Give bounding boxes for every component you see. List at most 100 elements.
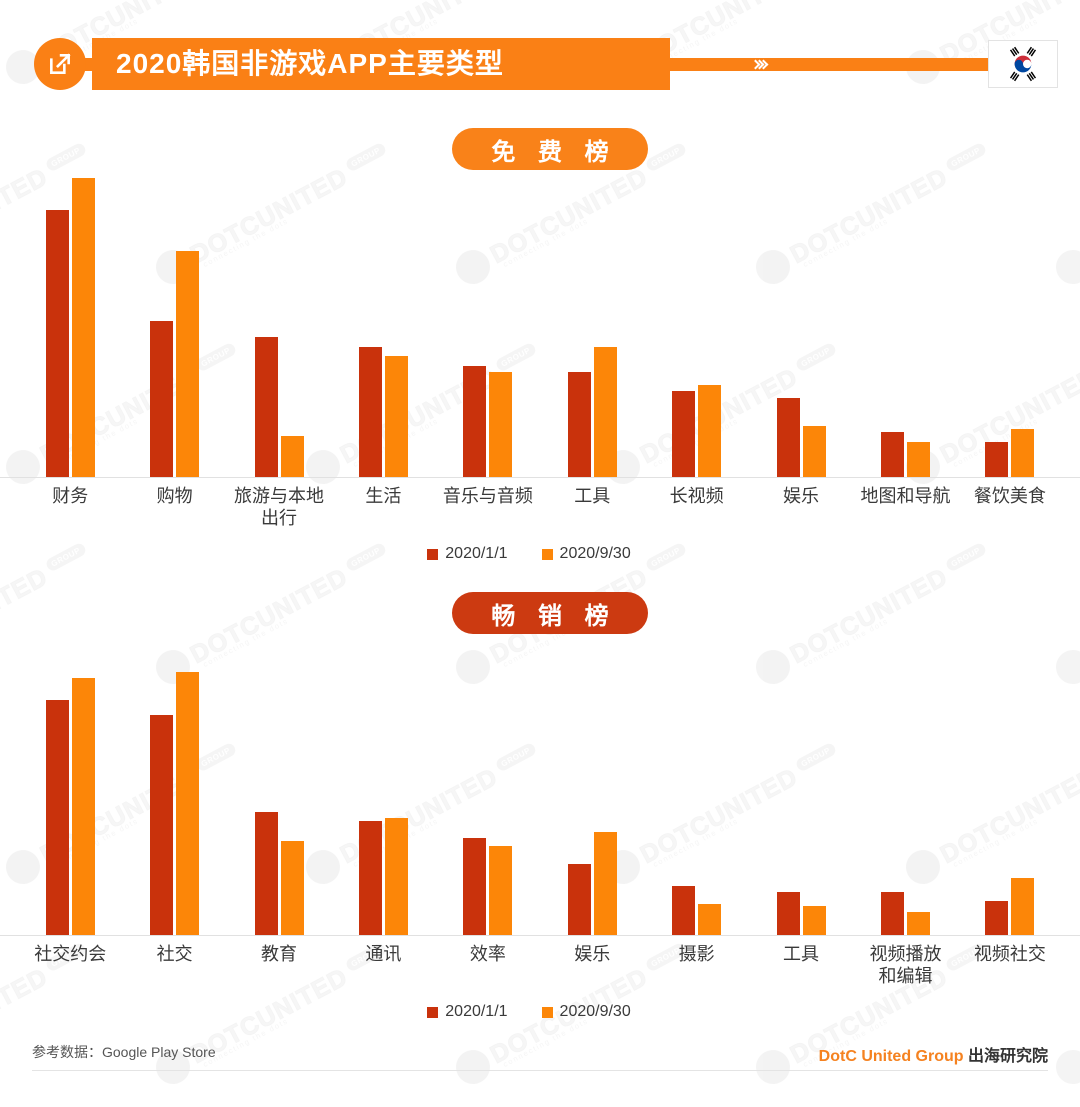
legend-label: 2020/1/1 bbox=[445, 545, 508, 562]
bar-group bbox=[436, 650, 540, 935]
bar bbox=[985, 900, 1009, 935]
bar bbox=[176, 251, 200, 477]
bar bbox=[593, 346, 617, 477]
bar bbox=[176, 671, 200, 935]
brand-credit: DotC United Group 出海研究院 bbox=[819, 1042, 1048, 1066]
x-axis-label: 财务 bbox=[52, 486, 89, 506]
bar bbox=[254, 812, 278, 935]
bar bbox=[776, 892, 800, 935]
bar-group bbox=[749, 650, 853, 935]
bar-group bbox=[122, 650, 226, 935]
x-axis-label: 视频社交 bbox=[973, 944, 1046, 964]
bar-group bbox=[331, 160, 435, 477]
legend-swatch bbox=[427, 1006, 439, 1018]
bar-group bbox=[644, 160, 748, 477]
bar bbox=[489, 846, 513, 935]
double-chevron-right-icon bbox=[750, 58, 769, 71]
legend-swatch bbox=[427, 548, 439, 560]
bar bbox=[254, 337, 278, 477]
x-axis-label: 摄影 bbox=[678, 944, 715, 964]
bar bbox=[45, 700, 69, 935]
x-axis-label: 效率 bbox=[469, 944, 506, 964]
bar bbox=[802, 426, 826, 477]
bar-group bbox=[227, 160, 331, 477]
legend-item: 2020/9/30 bbox=[541, 545, 631, 563]
page-footer: 参考数据：Google Play Store DotC United Group… bbox=[0, 1040, 1080, 1080]
section-badge-free: 免 费 榜 bbox=[452, 128, 648, 170]
page-header: 2020韩国非游戏APP主要类型 bbox=[0, 38, 1080, 100]
x-axis-labels: 社交约会 社交 教育 通讯 效率 娱乐 摄影 工具 视频播放 和编辑 视频社交 bbox=[0, 943, 1080, 987]
bar bbox=[698, 384, 722, 477]
footer-divider bbox=[32, 1070, 1048, 1071]
bar bbox=[280, 840, 304, 935]
page-title: 2020韩国非游戏APP主要类型 bbox=[92, 38, 670, 90]
bar bbox=[150, 321, 174, 477]
bar bbox=[384, 356, 408, 477]
x-axis-label: 音乐与音频 bbox=[442, 486, 533, 506]
bar bbox=[567, 372, 591, 477]
bar bbox=[776, 397, 800, 477]
bar-group bbox=[122, 160, 226, 477]
bar-group bbox=[853, 160, 957, 477]
bar bbox=[985, 442, 1009, 477]
south-korea-flag-icon bbox=[988, 40, 1058, 88]
bar bbox=[672, 391, 696, 477]
legend-label: 2020/9/30 bbox=[559, 545, 631, 562]
bar bbox=[906, 912, 930, 935]
x-axis-label: 地图和导航 bbox=[860, 486, 951, 506]
bar bbox=[45, 209, 69, 477]
section-badge-grossing: 畅 销 榜 bbox=[452, 592, 648, 634]
bar bbox=[358, 820, 382, 935]
legend-item: 2020/9/30 bbox=[541, 1003, 631, 1021]
x-axis-label: 长视频 bbox=[669, 486, 724, 506]
x-axis-label: 娱乐 bbox=[783, 486, 820, 506]
x-axis-label: 工具 bbox=[783, 944, 820, 964]
bar bbox=[358, 346, 382, 477]
legend-swatch bbox=[541, 1006, 553, 1018]
brand-name: DotC United Group bbox=[818, 1048, 964, 1065]
external-link-icon bbox=[34, 38, 86, 90]
brand-department: 出海研究院 bbox=[963, 1048, 1048, 1065]
x-axis-label: 旅游与本地出行 bbox=[234, 486, 325, 528]
x-axis-label: 餐饮美食 bbox=[973, 486, 1046, 506]
bar bbox=[802, 906, 826, 935]
bar bbox=[463, 365, 487, 477]
x-axis-label: 社交 bbox=[156, 944, 193, 964]
bar-group bbox=[853, 650, 957, 935]
x-axis-label: 生活 bbox=[365, 486, 402, 506]
bar bbox=[71, 178, 95, 477]
bar bbox=[567, 863, 591, 935]
page-title-text: 2020韩国非游戏APP主要类型 bbox=[116, 48, 504, 79]
bar bbox=[1011, 877, 1035, 935]
bar-group bbox=[18, 160, 122, 477]
legend-item: 2020/1/1 bbox=[427, 1003, 508, 1021]
bar-group bbox=[18, 650, 122, 935]
chart-legend: 2020/1/1 2020/9/30 bbox=[0, 1003, 1080, 1021]
legend-item: 2020/1/1 bbox=[427, 545, 508, 563]
data-source-note: 参考数据：Google Play Store bbox=[32, 1044, 216, 1060]
bar-group bbox=[644, 650, 748, 935]
legend-swatch bbox=[541, 548, 553, 560]
bar bbox=[489, 372, 513, 477]
x-axis-label: 工具 bbox=[574, 486, 611, 506]
chart-legend: 2020/1/1 2020/9/30 bbox=[0, 545, 1080, 563]
x-axis-labels: 财务 购物 旅游与本地出行 生活 音乐与音频 工具 长视频 娱乐 地图和导航 餐饮美食 bbox=[0, 485, 1080, 529]
bar bbox=[280, 435, 304, 477]
plot-area bbox=[0, 160, 1080, 478]
legend-label: 2020/9/30 bbox=[559, 1003, 631, 1020]
chart-free-ranking: 财务 购物 旅游与本地出行 生活 音乐与音频 工具 长视频 娱乐 地图和导航 餐饮美食 2020/… bbox=[0, 160, 1080, 563]
x-axis-label: 购物 bbox=[156, 486, 193, 506]
bar bbox=[593, 832, 617, 935]
bar bbox=[880, 892, 904, 935]
x-axis-label: 通讯 bbox=[365, 944, 402, 964]
bar bbox=[906, 442, 930, 477]
bar bbox=[71, 677, 95, 935]
x-axis-label: 娱乐 bbox=[574, 944, 611, 964]
bar bbox=[880, 432, 904, 477]
x-axis-label: 社交约会 bbox=[34, 944, 107, 964]
bar-group bbox=[749, 160, 853, 477]
chart-grossing-ranking: 社交约会 社交 教育 通讯 效率 娱乐 摄影 工具 视频播放 和编辑 视频社交 2020/1/1 2… bbox=[0, 650, 1080, 1050]
bar-group bbox=[227, 650, 331, 935]
bar bbox=[150, 714, 174, 935]
